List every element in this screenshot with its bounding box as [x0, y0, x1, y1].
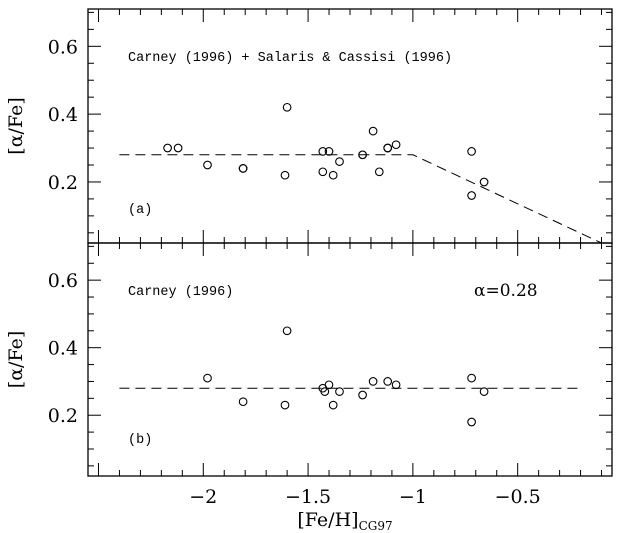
panel-a-y-tick-label: 0.6: [48, 36, 78, 58]
panel-a-fit-line: [119, 154, 602, 244]
panel-a-data-point: [383, 143, 393, 153]
panel-a-data-point: [479, 177, 489, 187]
panel-a-data-point: [374, 167, 384, 177]
panel-b-data-point: [328, 400, 338, 410]
panel-a-data-point: [324, 147, 334, 156]
panel-a-y-ticks: 0.2 0.4 0.6: [48, 11, 612, 234]
panel-a-data-point: [391, 140, 401, 150]
panel-b-data-point: [320, 387, 330, 396]
panel-a-data-point: [173, 143, 183, 153]
panel-b-title: Carney (1996): [128, 285, 233, 300]
panel-b-x-tick-label: −1.5: [285, 486, 331, 508]
x-axis-label: [Fe/H]CG97: [297, 509, 392, 533]
panel-b-annotation: α=0.28: [474, 281, 538, 301]
panel-a-data-point: [203, 160, 212, 170]
panel-a-data-point: [335, 157, 344, 166]
panel-a-data-point: [318, 147, 328, 156]
panel-a: 0.2 0.4 0.6 Carney (1996) + Salaris & Cass…: [5, 8, 613, 244]
panel-b: 0.2 0.4 0.6 −2 −1.5 −1 −0.5 Carney (1996) α=0…: [5, 242, 613, 508]
panel-a-data-point: [467, 191, 476, 200]
panel-b-data-point: [203, 373, 212, 383]
panel-a-data-point: [282, 102, 292, 112]
panel-a-data-point: [467, 147, 476, 156]
panel-a-data-point: [238, 164, 248, 173]
panel-a-data-point: [368, 126, 378, 136]
panel-a-y-tick-label: 0.2: [48, 172, 78, 194]
panel-a-data-point: [280, 170, 290, 180]
panel-b-tag: (b): [128, 433, 152, 448]
panel-b-y-ticks: 0.2 0.4 0.6: [48, 245, 612, 467]
panel-a-data-point: [318, 167, 328, 177]
x-axis-label-main: [Fe/H]: [297, 509, 358, 531]
panel-b-y-tick-label: 0.2: [48, 405, 78, 427]
panel-b-data-point: [467, 417, 476, 427]
panel-b-data-point: [335, 387, 344, 396]
panel-a-y-tick-label: 0.4: [48, 104, 78, 126]
panel-b-data-point: [391, 380, 401, 390]
x-axis-label-subscript: CG97: [359, 519, 393, 533]
panel-b-data-point: [282, 326, 292, 336]
panel-b-points: [203, 326, 489, 427]
panel-b-x-tick-label: −2: [189, 486, 217, 508]
panel-a-title: Carney (1996) + Salaris & Cassisi (1996): [128, 51, 452, 66]
panel-b-data-point: [383, 377, 393, 386]
panel-b-data-point: [368, 377, 378, 386]
panel-a-y-label: [α/Fe]: [5, 97, 27, 154]
panel-b-y-label: [α/Fe]: [5, 331, 27, 388]
panel-a-frame: [87, 8, 613, 244]
panel-b-x-ticks: −2 −1.5 −1 −0.5: [97, 243, 603, 508]
panel-b-data-point: [479, 387, 489, 396]
panel-b-data-point: [280, 400, 290, 410]
panel-b-y-tick-label: 0.4: [48, 338, 78, 360]
panel-b-data-point: [467, 373, 476, 383]
panel-a-data-point: [163, 143, 172, 153]
panel-a-points: [163, 102, 489, 200]
panel-b-frame: [87, 242, 613, 477]
panel-b-data-point: [358, 390, 367, 400]
panel-b-data-point: [238, 397, 248, 407]
panel-b-y-tick-label: 0.6: [48, 270, 78, 292]
panel-a-tag: (a): [128, 203, 152, 218]
panel-a-data-point: [358, 150, 367, 160]
panel-b-x-tick-label: −0.5: [495, 486, 541, 508]
panel-b-data-point: [324, 380, 334, 390]
panel-a-data-point: [328, 170, 338, 180]
panel-a-x-ticks: [97, 9, 603, 243]
panel-b-x-tick-label: −1: [399, 486, 427, 508]
